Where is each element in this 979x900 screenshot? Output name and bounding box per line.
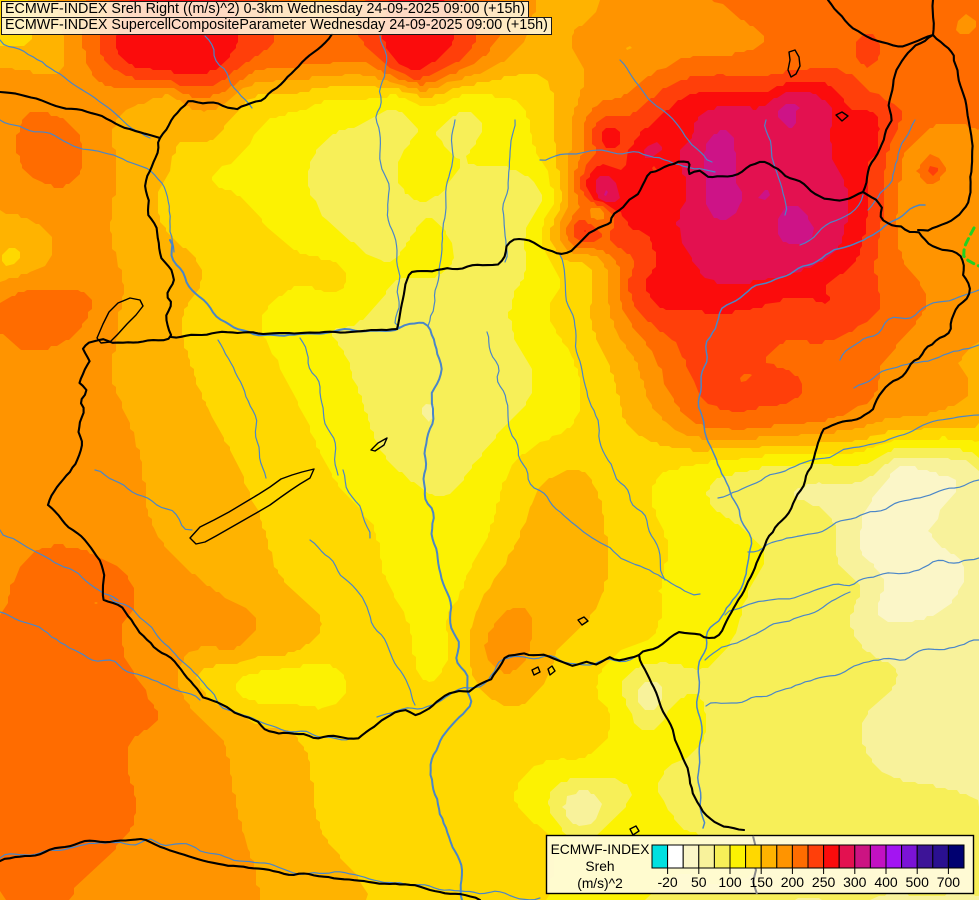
svg-text:Sreh: Sreh: [585, 859, 614, 874]
svg-text:250: 250: [812, 874, 836, 890]
svg-text:50: 50: [691, 874, 707, 890]
svg-text:ECMWF-INDEX: ECMWF-INDEX: [551, 842, 650, 857]
svg-text:(m/s)^2: (m/s)^2: [577, 876, 623, 891]
svg-text:150: 150: [750, 874, 774, 890]
svg-text:-20: -20: [657, 874, 677, 890]
svg-text:300: 300: [843, 874, 867, 890]
svg-text:400: 400: [874, 874, 898, 890]
svg-text:100: 100: [718, 874, 742, 890]
svg-text:700: 700: [937, 874, 961, 890]
svg-text:200: 200: [781, 874, 805, 890]
svg-text:500: 500: [906, 874, 930, 890]
